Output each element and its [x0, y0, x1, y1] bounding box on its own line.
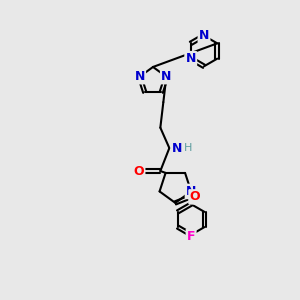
Text: N: N — [186, 52, 196, 65]
Text: N: N — [172, 142, 182, 154]
Text: H: H — [184, 143, 192, 153]
Text: N: N — [186, 185, 196, 198]
Text: N: N — [161, 70, 172, 83]
Text: F: F — [187, 230, 195, 243]
Text: N: N — [134, 70, 145, 83]
Text: O: O — [134, 164, 144, 178]
Text: N: N — [199, 29, 209, 42]
Text: O: O — [190, 190, 200, 203]
